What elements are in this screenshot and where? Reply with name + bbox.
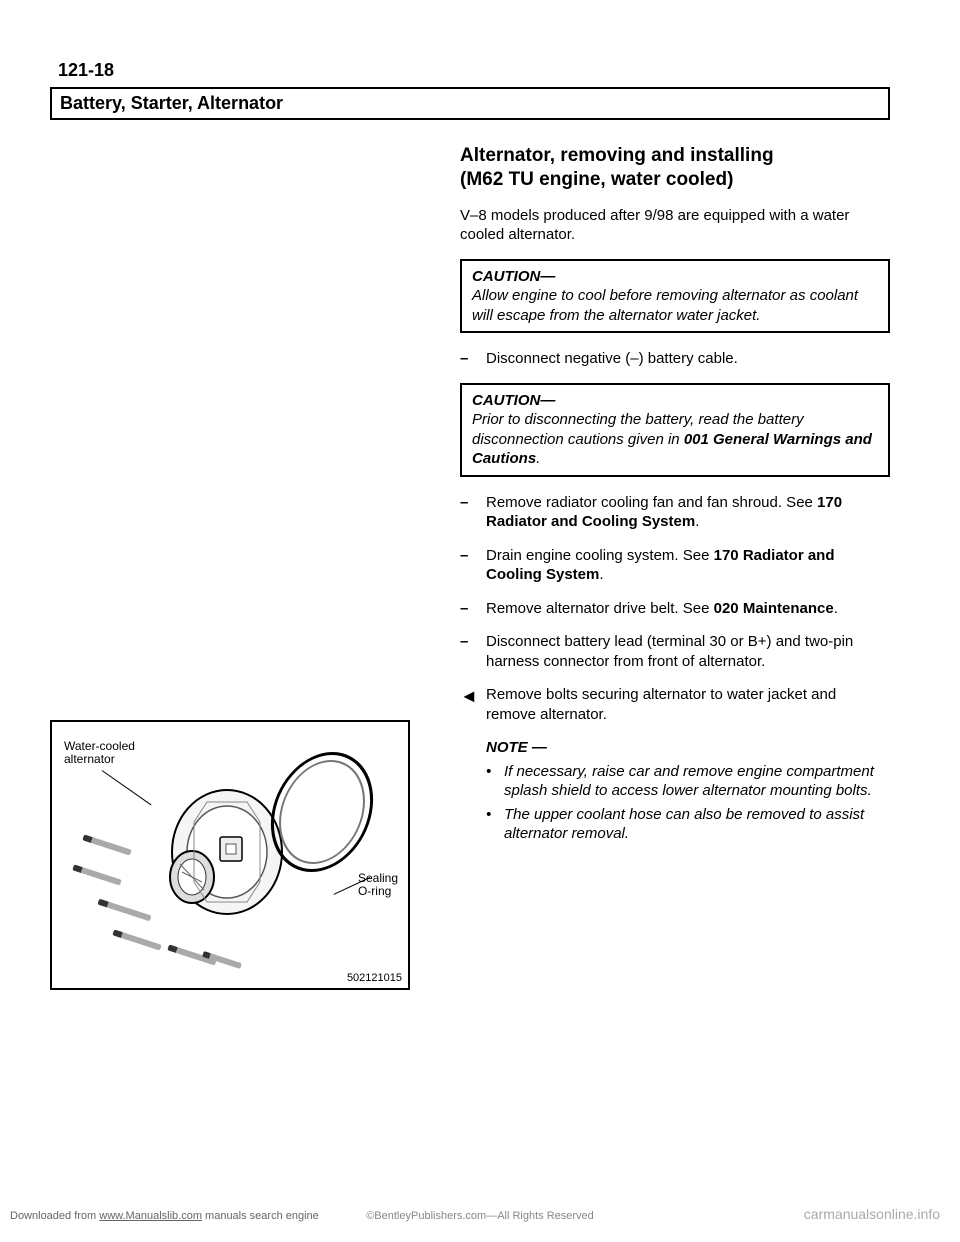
fig-label-line2: O-ring xyxy=(358,884,391,898)
fig-label-alternator: Water-cooled alternator xyxy=(64,740,135,766)
footer-right-watermark: carmanualsonline.info xyxy=(804,1206,940,1222)
step-remove-bolts: ◄ Remove bolts securing alternator to wa… xyxy=(460,685,890,724)
fig-label-line1: Sealing xyxy=(358,871,398,885)
note-label: NOTE — xyxy=(486,738,890,758)
chapter-title-box: Battery, Starter, Alternator xyxy=(50,87,890,120)
alternator-figure: Water-cooled alternator Sealing O-ring 5… xyxy=(50,720,410,990)
step-body: Disconnect negative (–) battery cable. xyxy=(486,349,890,369)
step-remove-fan: – Remove radiator cooling fan and fan sh… xyxy=(460,493,890,532)
main-content: Alternator, removing and installing (M62… xyxy=(460,144,890,844)
step-body: Disconnect battery lead (terminal 30 or … xyxy=(486,632,890,671)
caution-label: CAUTION— xyxy=(472,392,555,409)
step4-post: . xyxy=(834,600,838,617)
lead-line xyxy=(102,770,152,805)
step2-post: . xyxy=(695,513,699,530)
caution-box-2: CAUTION— Prior to disconnecting the batt… xyxy=(460,383,890,477)
step-dash: – xyxy=(460,599,486,619)
step-body: Remove bolts securing alternator to wate… xyxy=(486,685,890,724)
heading-line2: (M62 TU engine, water cooled) xyxy=(460,169,733,190)
step-drain-cooling: – Drain engine cooling system. See 170 R… xyxy=(460,546,890,585)
note-item-2: • The upper coolant hose can also be rem… xyxy=(486,805,890,844)
bolt-icon xyxy=(82,834,131,855)
caution-text: Allow engine to cool before removing alt… xyxy=(472,287,858,324)
step-body: Remove alternator drive belt. See 020 Ma… xyxy=(486,599,890,619)
fig-label-oring: Sealing O-ring xyxy=(358,872,398,898)
step-dash: – xyxy=(460,632,486,671)
intro-paragraph: V–8 models produced after 9/98 are equip… xyxy=(460,206,890,245)
step3-pre: Drain engine cooling system. See xyxy=(486,547,714,564)
note-text-1: If necessary, raise car and remove engin… xyxy=(504,762,890,801)
bullet-icon: • xyxy=(486,805,504,844)
caution-box-1: CAUTION— Allow engine to cool before rem… xyxy=(460,259,890,334)
note-text-2: The upper coolant hose can also be remov… xyxy=(504,805,890,844)
step-remove-belt: – Remove alternator drive belt. See 020 … xyxy=(460,599,890,619)
heading-line1: Alternator, removing and installing xyxy=(460,145,774,166)
bolt-icon xyxy=(112,929,161,950)
alternator-svg xyxy=(152,782,292,922)
step4-bold: 020 Maintenance xyxy=(714,600,834,617)
note-block: NOTE — • If necessary, raise car and rem… xyxy=(486,738,890,844)
caution-text: Prior to disconnecting the battery, read… xyxy=(472,411,872,467)
step-dash: – xyxy=(460,493,486,532)
caution-label: CAUTION— xyxy=(472,268,555,285)
fig-label-line2: alternator xyxy=(64,752,115,766)
step3-post: . xyxy=(599,566,603,583)
step-disconnect-negative: – Disconnect negative (–) battery cable. xyxy=(460,349,890,369)
fig-label-line1: Water-cooled xyxy=(64,739,135,753)
caution2-post: . xyxy=(536,450,540,467)
page-number: 121-18 xyxy=(58,60,890,81)
bullet-icon: • xyxy=(486,762,504,801)
step-dash: – xyxy=(460,349,486,369)
step-disconnect-lead: – Disconnect battery lead (terminal 30 o… xyxy=(460,632,890,671)
step-dash: – xyxy=(460,546,486,585)
step4-pre: Remove alternator drive belt. See xyxy=(486,600,714,617)
bolt-icon xyxy=(72,864,121,885)
step-body: Remove radiator cooling fan and fan shro… xyxy=(486,493,890,532)
oring-inner xyxy=(271,760,373,864)
step-body: Drain engine cooling system. See 170 Rad… xyxy=(486,546,890,585)
note-item-1: • If necessary, raise car and remove eng… xyxy=(486,762,890,801)
section-heading: Alternator, removing and installing (M62… xyxy=(460,144,890,192)
step2-pre: Remove radiator cooling fan and fan shro… xyxy=(486,494,817,511)
bolt-icon xyxy=(97,899,151,922)
figure-id: 502121015 xyxy=(347,972,402,984)
arrow-icon: ◄ xyxy=(460,685,486,724)
